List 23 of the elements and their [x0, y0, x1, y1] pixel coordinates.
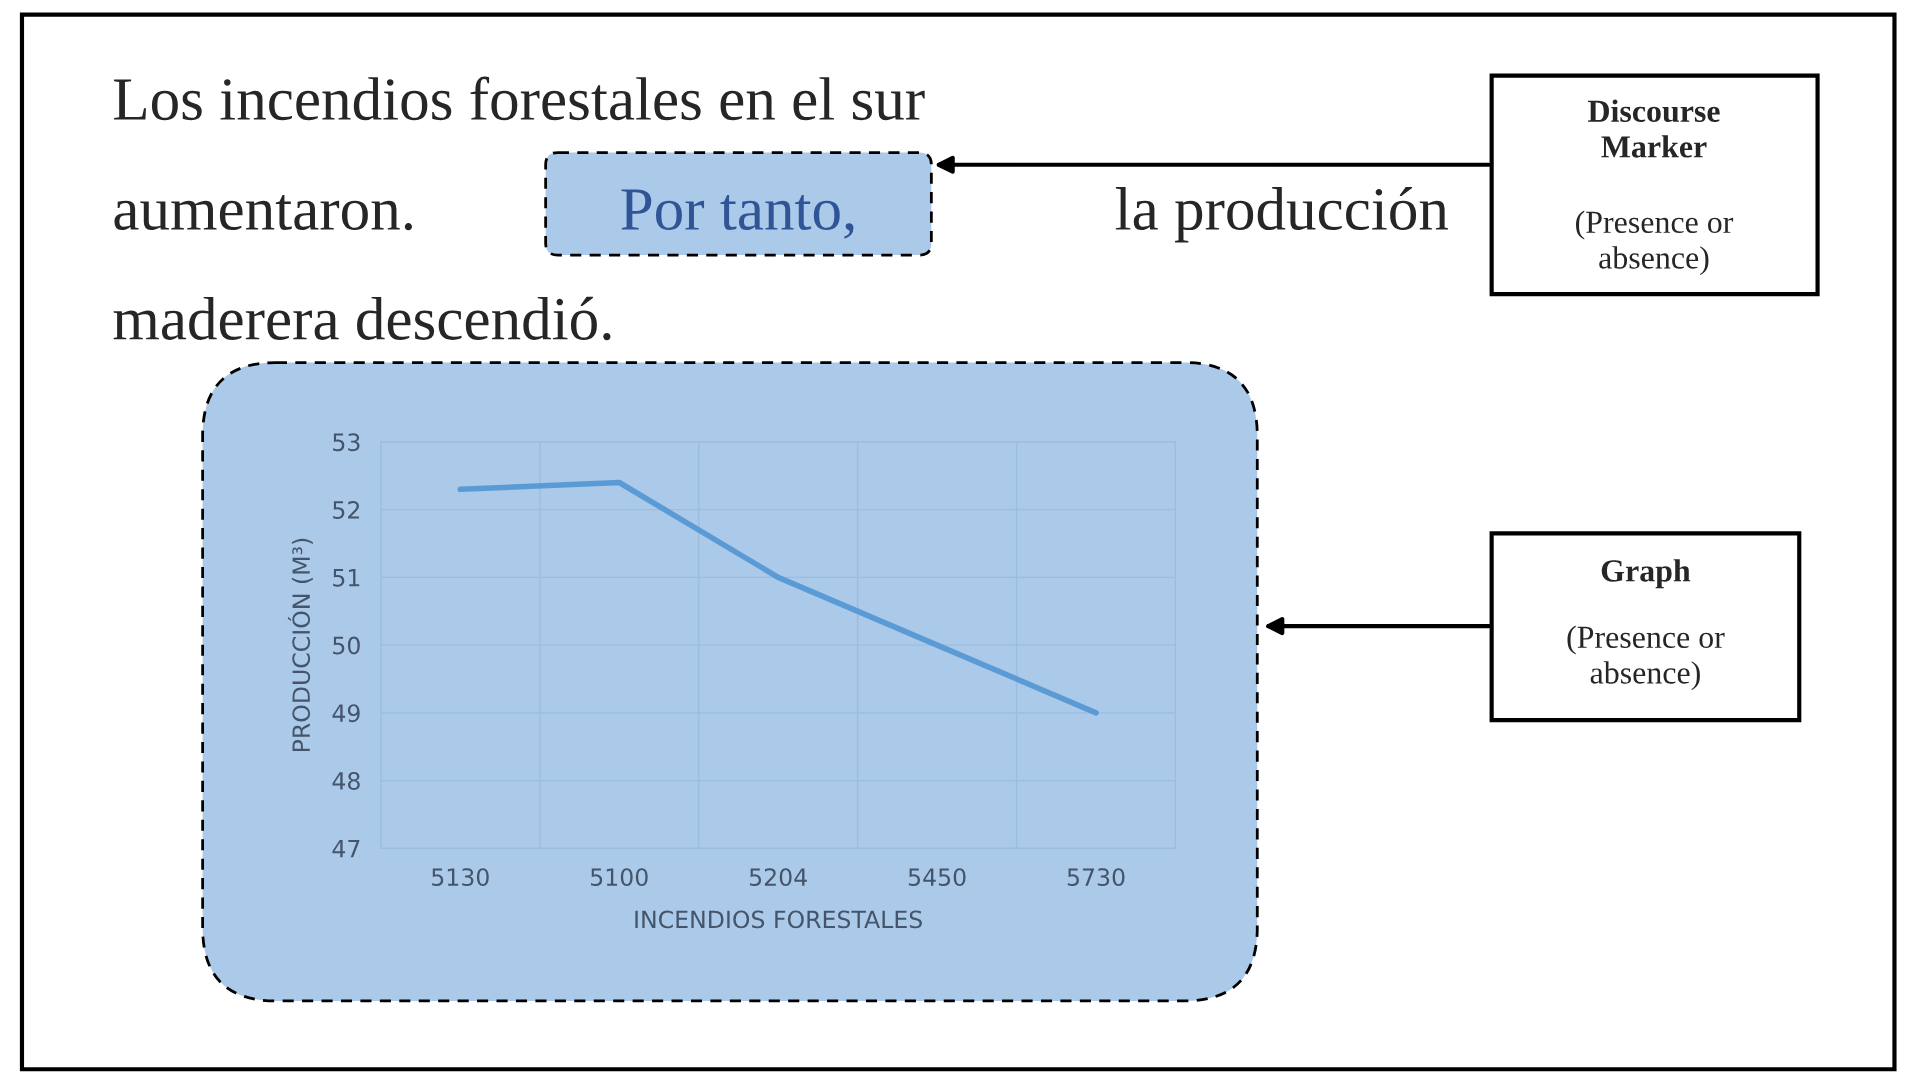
- text: Por tanto,: [621, 189, 854, 239]
- y-tick-label: 51: [333, 569, 360, 587]
- x-tick-label: 5100: [591, 868, 648, 887]
- text: (Presence or absence): [1576, 210, 1734, 276]
- y-tick-label: 52: [333, 501, 360, 519]
- text: Discourse Marker: [1588, 99, 1720, 158]
- x-tick-label: 5730: [1067, 868, 1125, 887]
- text: la producción: [1115, 186, 1448, 243]
- y-tick-label: 49: [332, 704, 360, 723]
- text: Los incendios forestales en el sur: [114, 76, 925, 121]
- x-axis-title: INCENDIOS FORESTALES: [635, 910, 922, 929]
- x-tick-label: 5130: [432, 868, 489, 887]
- x-tick-label: 5450: [908, 868, 966, 887]
- y-tick-label: 47: [332, 840, 360, 858]
- text: Graph: [1601, 559, 1691, 589]
- text: maderera descendió.: [113, 296, 611, 341]
- y-axis-title: PRODUCCIÓN (M³): [287, 538, 313, 752]
- y-tick-label: 48: [332, 772, 360, 790]
- x-tick-label: 5204: [749, 868, 807, 887]
- text: aumentaron.: [114, 195, 413, 231]
- y-tick-label: 50: [333, 636, 360, 655]
- y-tick-label: 53: [333, 433, 360, 452]
- text: (Presence or absence): [1567, 625, 1725, 691]
